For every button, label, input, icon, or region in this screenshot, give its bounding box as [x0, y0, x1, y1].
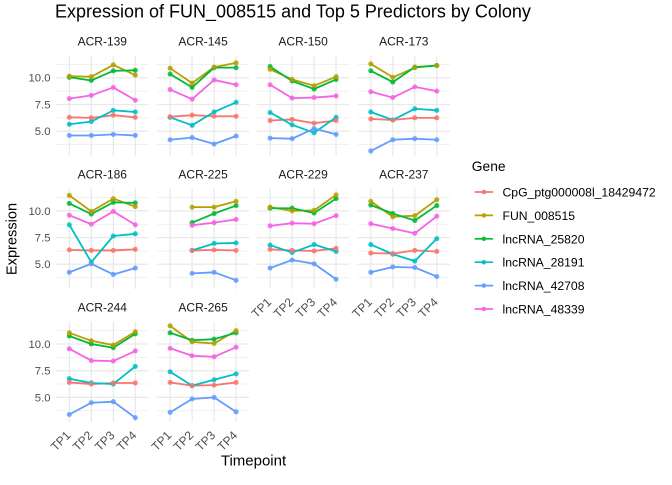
- svg-text:lncRNA_48339: lncRNA_48339: [503, 303, 585, 317]
- svg-text:Timepoint: Timepoint: [221, 453, 287, 470]
- svg-text:CpG_ptg000008l_18429472: CpG_ptg000008l_18429472: [503, 186, 656, 200]
- svg-text:Expression: Expression: [4, 203, 20, 275]
- svg-text:lncRNA_28191: lncRNA_28191: [503, 256, 585, 270]
- svg-text:ACR-139: ACR-139: [78, 35, 128, 49]
- svg-text:5.0: 5.0: [35, 392, 51, 404]
- svg-text:Expression of FUN_008515 and T: Expression of FUN_008515 and Top 5 Predi…: [55, 1, 531, 22]
- svg-text:ACR-265: ACR-265: [178, 301, 228, 315]
- svg-text:lncRNA_42708: lncRNA_42708: [503, 279, 585, 293]
- svg-text:5.0: 5.0: [35, 259, 51, 271]
- svg-text:ACR-186: ACR-186: [78, 168, 128, 182]
- svg-text:ACR-173: ACR-173: [379, 35, 429, 49]
- svg-text:ACR-244: ACR-244: [78, 301, 128, 315]
- svg-text:10.0: 10.0: [29, 206, 51, 218]
- svg-text:ACR-225: ACR-225: [178, 168, 228, 182]
- svg-text:7.5: 7.5: [35, 99, 51, 111]
- svg-text:7.5: 7.5: [35, 366, 51, 378]
- svg-text:ACR-145: ACR-145: [178, 35, 228, 49]
- svg-text:ACR-237: ACR-237: [379, 168, 429, 182]
- svg-text:ACR-150: ACR-150: [278, 35, 328, 49]
- svg-text:Gene: Gene: [472, 159, 506, 174]
- svg-text:5.0: 5.0: [35, 126, 51, 138]
- svg-text:7.5: 7.5: [35, 233, 51, 245]
- svg-text:10.0: 10.0: [29, 73, 51, 85]
- svg-text:lncRNA_25820: lncRNA_25820: [503, 232, 585, 246]
- svg-text:FUN_008515: FUN_008515: [503, 209, 576, 223]
- svg-text:10.0: 10.0: [29, 339, 51, 351]
- svg-text:ACR-229: ACR-229: [278, 168, 328, 182]
